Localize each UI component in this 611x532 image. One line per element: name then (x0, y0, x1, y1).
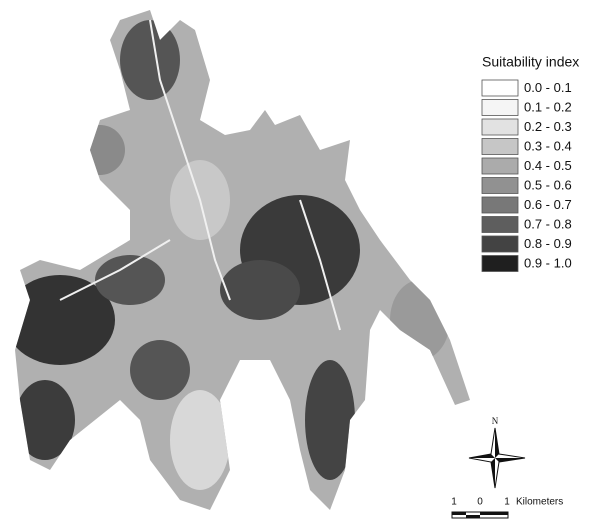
north-label: N (492, 416, 499, 426)
suitability-raster (0, 0, 480, 527)
scale-unit: Kilometers (516, 497, 563, 508)
legend-label: 0.2 - 0.3 (524, 119, 572, 134)
legend-label: 0.8 - 0.9 (524, 236, 572, 251)
scale-label: 0 (477, 497, 483, 508)
legend-swatch (482, 139, 518, 155)
legend-label: 0.0 - 0.1 (524, 80, 572, 95)
legend-swatch (482, 80, 518, 96)
legend-swatch (482, 100, 518, 116)
legend-label: 0.1 - 0.2 (524, 99, 572, 114)
legend-swatch (482, 178, 518, 194)
legend: Suitability index 0.0 - 0.1 0.1 - 0.2 0.2 … (482, 54, 579, 272)
scale-label: 1 (504, 497, 510, 508)
legend-swatch (482, 256, 518, 272)
legend-label: 0.6 - 0.7 (524, 197, 572, 212)
map-figure: Suitability index 0.0 - 0.1 0.1 - 0.2 0.2 … (0, 0, 611, 527)
scale-bar: 1 0 1 Kilometers (451, 497, 563, 518)
legend-swatch (482, 217, 518, 233)
legend-label: 0.9 - 1.0 (524, 255, 572, 270)
legend-label: 0.4 - 0.5 (524, 158, 572, 173)
legend-swatch (482, 197, 518, 213)
legend-swatch (482, 158, 518, 174)
scale-label: 1 (451, 497, 457, 508)
legend-swatch (482, 119, 518, 135)
legend-swatch (482, 236, 518, 252)
legend-label: 0.7 - 0.8 (524, 216, 572, 231)
legend-label: 0.5 - 0.6 (524, 177, 572, 192)
north-arrow: N (469, 416, 525, 488)
legend-title: Suitability index (482, 54, 579, 70)
legend-label: 0.3 - 0.4 (524, 138, 572, 153)
